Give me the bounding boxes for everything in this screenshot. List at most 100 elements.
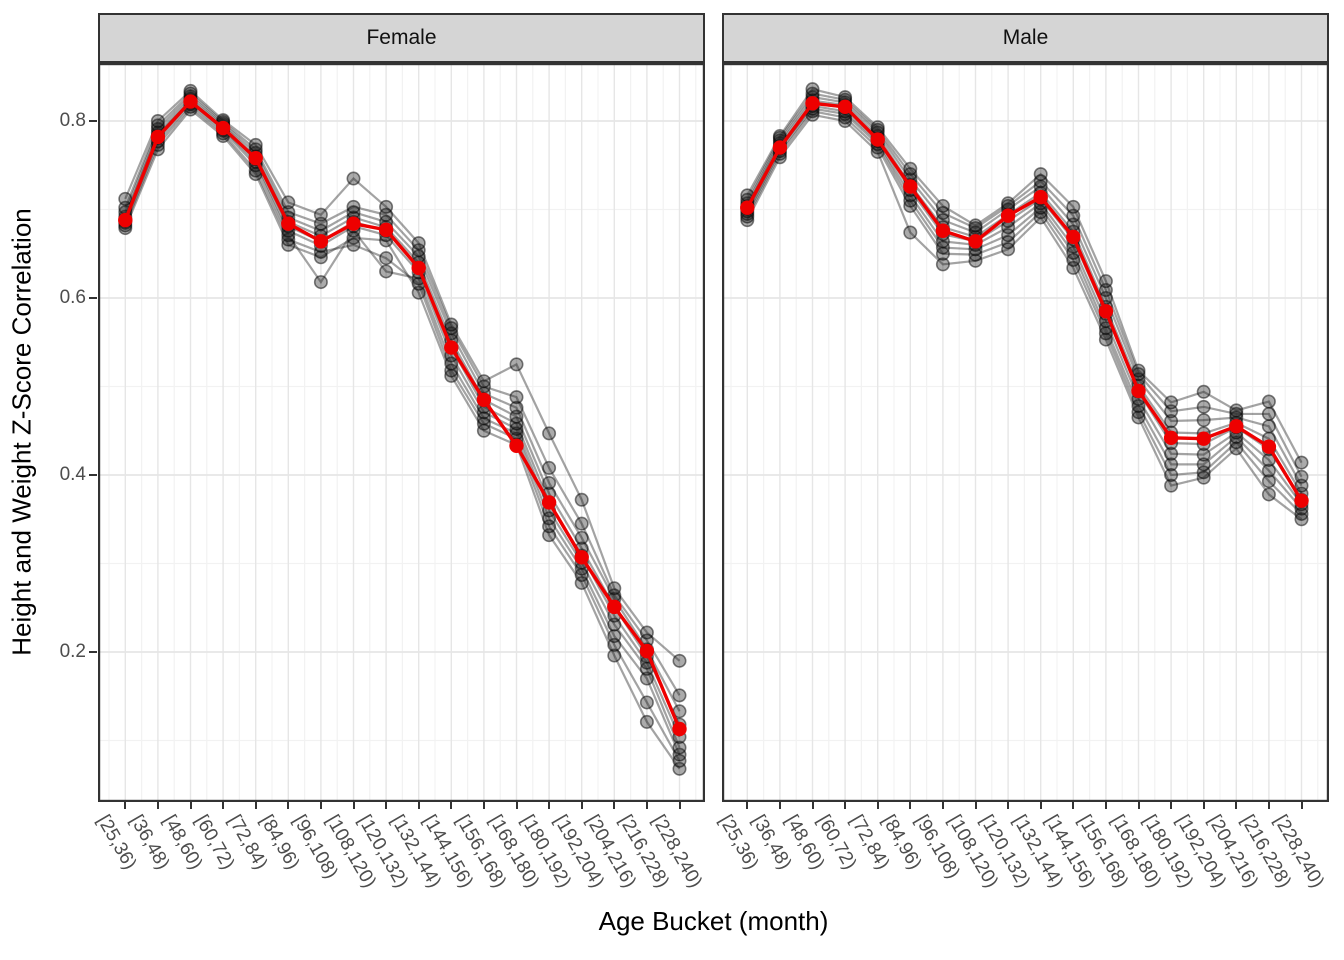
individual-data-point [1164, 414, 1179, 429]
individual-data-point [935, 198, 950, 213]
individual-data-point [935, 206, 950, 221]
mean-data-point [1163, 430, 1179, 446]
mean-data-point [672, 721, 687, 737]
individual-data-point [1196, 384, 1211, 399]
x-tick-mark [515, 802, 518, 809]
x-tick-mark [124, 802, 127, 809]
mean-data-point [541, 495, 557, 510]
mean-data-point [1294, 493, 1309, 508]
mean-data-point [837, 99, 853, 115]
individual-data-point [542, 460, 557, 475]
facet-plot-male [722, 63, 1329, 802]
panel-male [722, 63, 1329, 802]
y-tick-mark [89, 651, 97, 653]
individual-data-point [1164, 446, 1179, 461]
individual-data-point [1294, 455, 1309, 470]
mean-data-point [1229, 419, 1244, 434]
mean-data-point [313, 234, 329, 249]
mean-data-point [150, 129, 166, 145]
facet-plot-female [98, 63, 705, 802]
individual-data-point [1261, 419, 1276, 434]
y-tick-mark [89, 297, 97, 299]
x-tick-mark [1007, 802, 1010, 809]
individual-data-point [935, 257, 950, 272]
mean-data-point [118, 212, 133, 228]
individual-data-point [903, 225, 918, 240]
individual-data-point [1294, 469, 1309, 484]
individual-data-point [1164, 478, 1179, 493]
individual-data-point [1164, 395, 1179, 410]
individual-data-point [1066, 199, 1081, 214]
individual-data-point [1033, 167, 1048, 182]
individual-data-point [1131, 410, 1146, 425]
x-tick-mark [1267, 802, 1270, 809]
individual-data-point [607, 581, 622, 596]
individual-data-point [1261, 463, 1276, 478]
individual-data-point [1196, 399, 1211, 414]
individual-data-point [379, 264, 394, 279]
individual-data-point [1001, 196, 1016, 211]
x-tick-mark [876, 802, 879, 809]
facet-strip-label: Male [1002, 26, 1049, 49]
individual-data-point [574, 516, 589, 531]
mean-data-point [346, 216, 361, 231]
x-tick-mark [254, 802, 257, 809]
x-tick-mark [746, 802, 749, 809]
individual-data-point [1066, 252, 1081, 267]
mean-data-point [639, 643, 655, 659]
mean-data-point [740, 200, 755, 215]
individual-data-point [968, 218, 983, 233]
individual-data-point [509, 357, 524, 372]
facet-strip-female: Female [98, 13, 705, 63]
individual-data-point [313, 250, 328, 265]
individual-data-point [607, 629, 622, 644]
individual-data-point [509, 416, 524, 431]
mean-data-point [1033, 189, 1048, 205]
mean-data-point [1196, 431, 1211, 446]
mean-data-point [248, 150, 263, 166]
individual-data-point [639, 671, 654, 686]
individual-data-point [639, 625, 654, 640]
individual-data-point [313, 207, 328, 222]
individual-data-point [805, 82, 820, 97]
mean-data-point [1066, 229, 1081, 245]
individual-data-point [903, 193, 918, 208]
x-axis-title: Age Bucket (month) [598, 906, 829, 936]
x-tick-mark [645, 802, 648, 809]
x-tick-mark [450, 802, 453, 809]
individual-data-point [509, 400, 524, 415]
individual-data-point [1261, 394, 1276, 409]
x-tick-mark [678, 802, 681, 809]
individual-data-point [542, 426, 557, 441]
individual-data-point [1001, 242, 1016, 257]
individual-data-point [639, 695, 654, 710]
y-tick-mark [89, 474, 97, 476]
mean-data-point [805, 96, 820, 111]
individual-data-point [1261, 406, 1276, 421]
mean-data-point [215, 120, 231, 136]
mean-data-point [903, 179, 918, 194]
x-tick-mark [1300, 802, 1303, 809]
x-tick-mark [1137, 802, 1140, 809]
individual-data-point [574, 492, 589, 507]
individual-data-point [346, 230, 361, 245]
mean-data-point [935, 223, 951, 238]
individual-series-line [124, 89, 681, 662]
mean-data-point [411, 260, 426, 276]
mean-data-point [968, 234, 983, 249]
individual-data-point [1131, 363, 1146, 378]
x-tick-mark [1104, 802, 1107, 809]
individual-data-point [838, 113, 853, 128]
individual-data-point [281, 237, 296, 252]
individual-data-point [1196, 447, 1211, 462]
x-tick-mark [385, 802, 388, 809]
individual-data-point [672, 747, 687, 762]
individual-data-point [1196, 470, 1211, 485]
individual-data-point [411, 243, 426, 258]
individual-data-point [118, 191, 133, 206]
x-tick-mark [189, 802, 192, 809]
individual-data-point [150, 113, 165, 128]
x-tick-mark [482, 802, 485, 809]
x-tick-mark [941, 802, 944, 809]
individual-data-point [903, 161, 918, 176]
